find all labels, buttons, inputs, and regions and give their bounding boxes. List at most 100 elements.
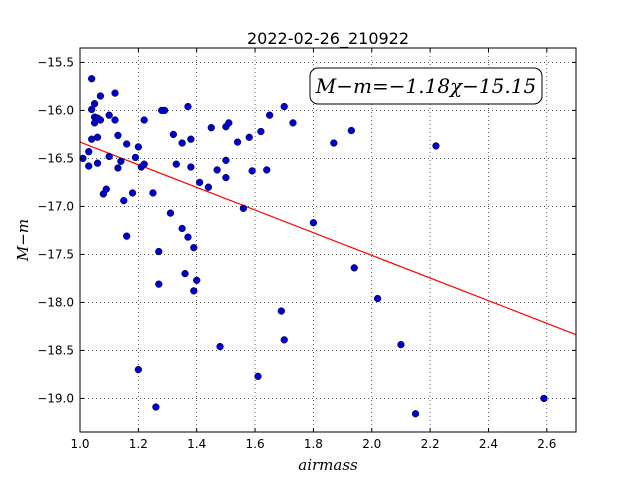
data-point bbox=[140, 116, 148, 124]
data-point bbox=[131, 153, 140, 162]
axis-ticks bbox=[79, 48, 576, 432]
data-point bbox=[411, 410, 420, 418]
data-point bbox=[309, 219, 318, 227]
x-tick-labels: 1.0 1.2 1.4 1.6 1.8 2.0 2.2 2.4 2.6 bbox=[70, 437, 556, 451]
data-point bbox=[225, 119, 233, 127]
data-point bbox=[111, 116, 119, 124]
y-tick-label: −19.0 bbox=[37, 391, 74, 405]
data-point bbox=[88, 105, 96, 114]
data-point bbox=[90, 100, 99, 108]
x-tick-label: 1.2 bbox=[129, 437, 148, 451]
data-point bbox=[190, 287, 198, 295]
data-point bbox=[155, 247, 163, 256]
data-point bbox=[540, 394, 548, 403]
y-tick-label: −16.0 bbox=[37, 103, 74, 117]
x-tick-label: 2.0 bbox=[362, 437, 381, 451]
data-point bbox=[123, 232, 131, 240]
x-tick-label: 1.6 bbox=[246, 437, 265, 451]
data-point bbox=[213, 166, 221, 174]
x-tick-label: 1.8 bbox=[304, 437, 323, 451]
data-point bbox=[172, 160, 180, 168]
data-point bbox=[96, 92, 105, 100]
data-point bbox=[373, 294, 382, 303]
data-point bbox=[85, 162, 93, 170]
data-point bbox=[254, 372, 262, 380]
data-point bbox=[149, 189, 157, 197]
data-point bbox=[93, 133, 102, 141]
fit-line bbox=[79, 141, 577, 336]
data-point bbox=[187, 163, 195, 171]
data-point bbox=[93, 159, 102, 167]
y-tick-label: −17.0 bbox=[37, 199, 74, 213]
y-axis-label: M−m bbox=[14, 219, 32, 262]
x-tick-label: 1.0 bbox=[70, 437, 89, 451]
data-point bbox=[166, 209, 175, 217]
chart-title: 2022-02-26_210922 bbox=[247, 29, 409, 49]
data-point bbox=[263, 166, 271, 174]
data-point bbox=[88, 75, 96, 83]
annotation-text: M−m=−1.18χ−15.15 bbox=[315, 74, 536, 98]
x-tick-label: 1.4 bbox=[187, 437, 206, 451]
data-point bbox=[134, 143, 143, 151]
data-point bbox=[239, 204, 248, 212]
data-point bbox=[195, 178, 204, 187]
data-point bbox=[181, 269, 189, 278]
data-point bbox=[178, 139, 186, 147]
data-point bbox=[85, 148, 93, 156]
data-point bbox=[152, 403, 160, 411]
data-point bbox=[280, 336, 288, 344]
y-tick-label: −16.5 bbox=[37, 151, 74, 165]
y-tick-label: −15.5 bbox=[37, 55, 74, 69]
data-point bbox=[169, 130, 178, 139]
data-point bbox=[102, 185, 110, 193]
data-point bbox=[134, 365, 143, 374]
data-point bbox=[123, 140, 131, 148]
data-point bbox=[187, 135, 195, 143]
data-point bbox=[207, 124, 215, 132]
plot-frame bbox=[79, 47, 577, 433]
grid-lines bbox=[80, 48, 576, 432]
data-point bbox=[190, 244, 198, 252]
data-point bbox=[222, 156, 230, 164]
data-point bbox=[289, 119, 297, 127]
data-point bbox=[184, 102, 192, 111]
data-point bbox=[193, 276, 201, 284]
data-point bbox=[204, 183, 213, 191]
data-point bbox=[114, 164, 122, 172]
x-axis-label: airmass bbox=[298, 456, 358, 474]
data-points bbox=[79, 75, 548, 418]
data-point bbox=[160, 106, 169, 115]
data-point bbox=[257, 127, 265, 136]
data-point bbox=[280, 102, 288, 111]
y-tick-label: −18.5 bbox=[37, 343, 74, 357]
data-point bbox=[120, 196, 128, 205]
data-point bbox=[128, 189, 137, 197]
data-point bbox=[397, 340, 405, 349]
x-tick-label: 2.2 bbox=[421, 437, 440, 451]
data-point bbox=[184, 233, 192, 241]
y-tick-label: −18.0 bbox=[37, 295, 74, 309]
data-point bbox=[117, 157, 125, 165]
data-point bbox=[111, 89, 119, 97]
annotation-box: M−m=−1.18χ−15.15 bbox=[309, 67, 543, 105]
data-point bbox=[114, 131, 122, 140]
y-tick-labels: −15.5 −16.0 −16.5 −17.0 −17.5 −18.0 −18.5 −19.0 bbox=[37, 55, 74, 405]
data-point bbox=[277, 307, 285, 315]
data-point bbox=[105, 111, 113, 119]
data-point bbox=[350, 264, 358, 272]
data-point bbox=[155, 280, 163, 288]
data-point bbox=[96, 116, 105, 124]
data-point bbox=[178, 224, 186, 233]
x-tick-label: 2.4 bbox=[479, 437, 498, 451]
data-point bbox=[140, 160, 148, 168]
data-point bbox=[432, 142, 440, 150]
data-point bbox=[216, 342, 224, 351]
data-point bbox=[330, 139, 338, 147]
x-tick-label: 2.6 bbox=[537, 437, 556, 451]
data-point bbox=[245, 133, 253, 141]
data-point bbox=[222, 173, 230, 182]
data-point bbox=[347, 126, 355, 135]
fit-line-layer bbox=[79, 141, 577, 336]
data-point bbox=[265, 111, 274, 119]
